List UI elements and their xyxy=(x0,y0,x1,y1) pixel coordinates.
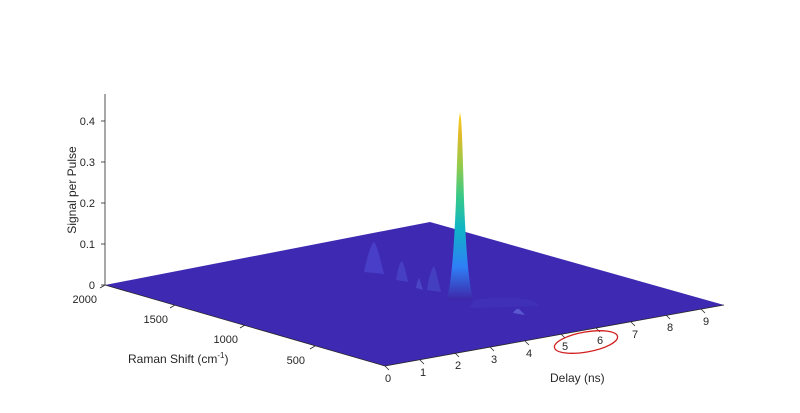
z-tick-label: 0.1 xyxy=(80,239,95,251)
peak-2 xyxy=(396,261,408,282)
x-tick-mark xyxy=(489,346,495,352)
main-peak xyxy=(446,112,474,300)
x-tick-label: 2 xyxy=(455,360,461,372)
surface-base xyxy=(105,222,724,366)
z-tick-label: 0 xyxy=(89,280,95,292)
y-tick-mark xyxy=(239,324,246,329)
x-tick-mark xyxy=(665,314,671,320)
y-tick-labels: 2000 1500 1000 500 xyxy=(73,294,305,367)
x-tick-label: 1 xyxy=(420,367,426,379)
x-tick-label: 4 xyxy=(526,348,532,360)
y-tick-label: 1500 xyxy=(144,314,168,326)
z-axis-title: Signal per Pulse xyxy=(65,146,79,234)
peak-ridge xyxy=(470,297,540,308)
y-tick-label: 1000 xyxy=(214,334,238,346)
x-tick-label: 9 xyxy=(703,316,709,328)
peak-4 xyxy=(416,278,423,290)
z-tick-label: 0.2 xyxy=(80,198,95,210)
x-tick-label: 7 xyxy=(632,329,638,341)
x-ticks xyxy=(384,308,706,371)
highlight-ellipse xyxy=(553,330,619,354)
x-tick-label: 3 xyxy=(491,354,497,366)
x-tick-mark xyxy=(524,340,530,346)
x-axis-line xyxy=(384,304,725,367)
x-tick-mark xyxy=(630,321,636,327)
x-tick-mark xyxy=(595,327,601,333)
y-axis-title: Raman Shift (cm-1) xyxy=(128,351,228,366)
z-tick-label: 0.4 xyxy=(80,116,95,128)
y-tick-mark xyxy=(99,284,106,289)
y-ticks xyxy=(99,284,316,350)
x-axis-title: Delay (ns) xyxy=(550,371,605,385)
x-tick-labels: 0 1 2 3 4 5 6 7 8 9 xyxy=(385,316,709,385)
surface-peaks xyxy=(364,112,540,315)
y-tick-mark xyxy=(169,304,176,309)
y-axis-title-sup: -1 xyxy=(217,351,225,360)
x-tick-label: 6 xyxy=(597,335,603,347)
x-tick-mark xyxy=(419,359,425,365)
y-tick-label: 500 xyxy=(287,355,305,367)
y-tick-mark xyxy=(309,345,316,350)
peak-5 xyxy=(513,308,525,315)
x-tick-mark xyxy=(454,352,460,358)
y-tick-label: 2000 xyxy=(73,294,97,306)
y-axis-title-main: Raman Shift (cm xyxy=(128,352,217,366)
z-ticks xyxy=(101,120,105,286)
x-tick-mark xyxy=(700,308,706,314)
peak-3 xyxy=(427,266,441,292)
y-axis-title-end: ) xyxy=(224,352,228,366)
y-axis-line xyxy=(104,284,386,367)
x-tick-label: 5 xyxy=(562,341,568,353)
x-tick-mark xyxy=(560,333,566,339)
x-tick-mark xyxy=(384,365,390,371)
peak-1 xyxy=(364,242,384,274)
x-tick-label: 0 xyxy=(385,373,391,385)
x-tick-label: 8 xyxy=(667,322,673,334)
z-tick-labels: 0 0.1 0.2 0.3 0.4 xyxy=(80,116,95,292)
z-tick-label: 0.3 xyxy=(80,157,95,169)
